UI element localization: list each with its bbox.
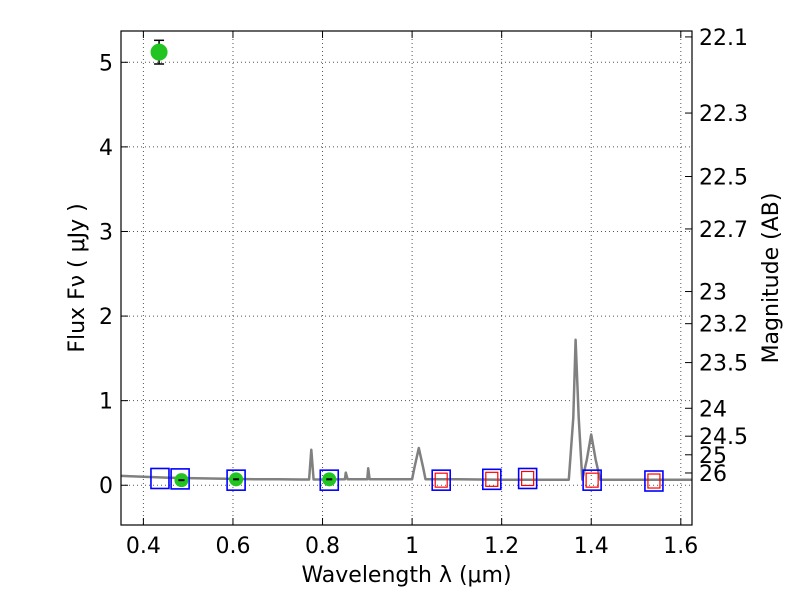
- model-photometry-square: [482, 468, 502, 491]
- upper-limit-square: [647, 473, 661, 489]
- y2-tick-label: 22.7: [699, 218, 748, 243]
- upper-limit-square: [434, 472, 448, 488]
- detection-point: [150, 43, 168, 61]
- grid: [121, 31, 692, 525]
- x-tick-label: 0.6: [215, 534, 250, 559]
- y-tick-label: 1: [99, 390, 113, 415]
- y2-tick-label: 25: [699, 444, 727, 469]
- model-spectrum-layer: [120, 338, 692, 481]
- x-tick-label: 1.4: [574, 534, 609, 559]
- y2-axis-title: Magnitude (AB): [759, 193, 784, 364]
- y2-tick-label: 24.5: [699, 425, 748, 450]
- y2-tick-label: 22.5: [699, 165, 748, 190]
- model-photometry-square: [150, 467, 170, 490]
- model-photometry-square: [582, 469, 602, 491]
- y2-tick-label: 23: [699, 281, 727, 306]
- y2-tick-label: 23.5: [699, 352, 748, 377]
- x-tick-label: 0.4: [126, 534, 161, 559]
- y-tick-label: 4: [99, 136, 113, 161]
- model-photometry-square: [517, 467, 538, 490]
- y2-tick-label: 22.1: [699, 26, 748, 51]
- x-tick-label: 1: [405, 534, 419, 559]
- upper-limit-square: [585, 472, 599, 488]
- y2-tick-label: 26: [699, 462, 727, 487]
- x-axis-title: Wavelength λ (μm): [301, 563, 511, 588]
- y-tick-label: 2: [99, 305, 113, 330]
- upper-limit-square: [485, 471, 499, 487]
- model-photometry-square: [226, 469, 246, 491]
- model-photometry-square: [170, 468, 190, 490]
- y2-tick-label: 22.3: [699, 102, 748, 127]
- upper-limit-square: [521, 470, 535, 487]
- model-photometry-square: [319, 469, 340, 491]
- x-tick-label: 0.8: [305, 534, 340, 559]
- y2-tick-label: 24: [699, 397, 727, 422]
- model-photometry-square: [644, 470, 664, 492]
- y-tick-label: 3: [99, 220, 113, 245]
- y-tick-label: 5: [99, 51, 113, 76]
- plot-frame: [120, 30, 693, 526]
- y-axis-title: Flux Fν ( μJy ): [65, 203, 90, 352]
- model-spectrum-line: [120, 338, 692, 481]
- x-tick-label: 1.2: [484, 534, 519, 559]
- data-points-layer: [150, 39, 664, 492]
- model-photometry-square: [431, 469, 452, 491]
- x-tick-label: 1.6: [663, 534, 698, 559]
- y2-tick-label: 23.2: [699, 313, 748, 338]
- ticks: 0.4 0.6 0.8 1 1.2 1.4 1.601234522.122.322.522.…: [99, 26, 748, 559]
- y-tick-label: 0: [99, 474, 113, 499]
